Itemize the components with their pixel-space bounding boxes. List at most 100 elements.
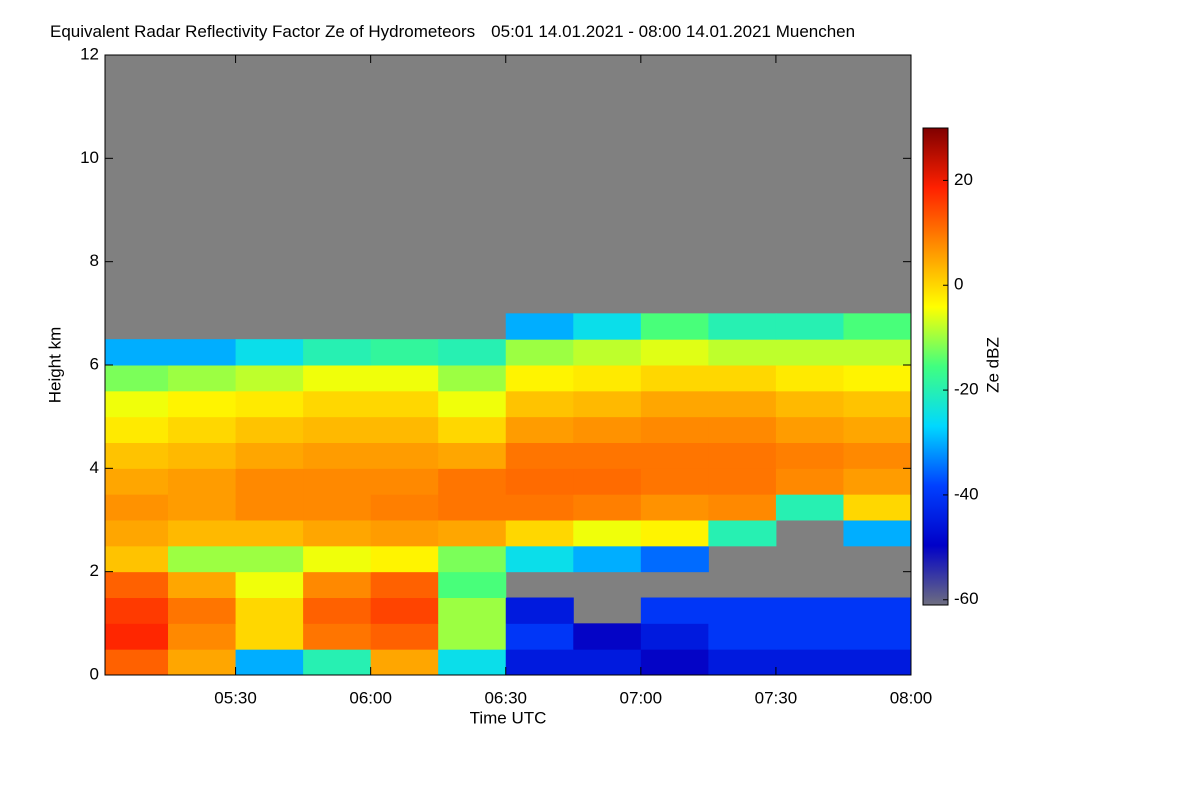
- heatmap-cell: [573, 545, 642, 573]
- heatmap-cell: [708, 442, 777, 469]
- heatmap-cell: [370, 545, 439, 573]
- heatmap-cell: [105, 494, 169, 521]
- heatmap-cell: [168, 365, 237, 392]
- heatmap-cell: [168, 390, 237, 418]
- chart-title: Equivalent Radar Reflectivity Factor Ze …: [50, 22, 475, 41]
- heatmap-cell: [105, 520, 169, 547]
- heatmap-cell: [235, 545, 304, 573]
- heatmap-cell: [640, 339, 709, 366]
- x-tick-label: 06:00: [349, 688, 392, 707]
- heatmap-cell: [438, 390, 507, 418]
- heatmap-cell: [105, 390, 169, 418]
- heatmap-cell: [303, 571, 372, 598]
- heatmap-cell: [843, 313, 911, 340]
- heatmap-cell: [235, 468, 304, 495]
- heatmap-cell: [303, 339, 372, 366]
- heatmap-cell: [105, 365, 169, 392]
- colorbar-tick-label: -40: [954, 484, 979, 503]
- heatmap-cell: [843, 597, 911, 624]
- x-tick-label: 07:00: [620, 688, 663, 707]
- heatmap-cell: [640, 623, 709, 650]
- heatmap-cell: [708, 390, 777, 418]
- y-tick-label: 4: [90, 458, 99, 477]
- y-tick-label: 6: [90, 354, 99, 373]
- heatmap-cell: [105, 623, 169, 650]
- y-tick-label: 12: [80, 44, 99, 63]
- heatmap-cell: [573, 313, 642, 340]
- x-tick-label: 05:30: [214, 688, 257, 707]
- heatmap-cell: [843, 365, 911, 392]
- heatmap-cell: [843, 649, 911, 675]
- heatmap-cell: [438, 416, 507, 443]
- heatmap-cell: [438, 339, 507, 366]
- heatmap-cell: [505, 365, 574, 392]
- heatmap-cell: [573, 623, 642, 650]
- heatmap-cell: [105, 571, 169, 598]
- heatmap-cell: [573, 649, 642, 675]
- heatmap-cell: [573, 365, 642, 392]
- heatmap-cell: [640, 597, 709, 624]
- heatmap-cell: [505, 649, 574, 675]
- heatmap-cell: [573, 390, 642, 418]
- heatmap-cell: [370, 468, 439, 495]
- heatmap-cell: [105, 545, 169, 573]
- colorbar-tick-label: 20: [954, 170, 973, 189]
- x-tick-label: 08:00: [890, 688, 933, 707]
- heatmap-cell: [505, 313, 574, 340]
- heatmap-cell: [168, 597, 237, 624]
- heatmap-cell: [303, 390, 372, 418]
- heatmap-cell: [370, 339, 439, 366]
- heatmap-cell: [708, 649, 777, 675]
- heatmap-cell: [505, 494, 574, 521]
- heatmap-cell: [168, 545, 237, 573]
- heatmap-cell: [640, 520, 709, 547]
- colorbar: [922, 127, 949, 606]
- heatmap-cell: [573, 416, 642, 443]
- heatmap-cell: [505, 545, 574, 573]
- colorbar-tick-label: -60: [954, 589, 979, 608]
- heatmap-cell: [640, 494, 709, 521]
- y-tick-label: 2: [90, 561, 99, 580]
- colorbar-tick-label: 0: [954, 275, 963, 294]
- heatmap-cell: [775, 468, 844, 495]
- heatmap-cell: [235, 571, 304, 598]
- heatmap-cell: [303, 623, 372, 650]
- heatmap-cell: [438, 597, 507, 624]
- heatmap-cell: [105, 339, 169, 366]
- heatmap-cell: [640, 468, 709, 495]
- heatmap-cell: [303, 545, 372, 573]
- heatmap-cell: [438, 468, 507, 495]
- heatmap-cell: [708, 365, 777, 392]
- y-tick-label: 0: [90, 664, 99, 683]
- heatmap-cell: [105, 597, 169, 624]
- heatmap-cell: [235, 390, 304, 418]
- heatmap-cell: [370, 365, 439, 392]
- heatmap-cell: [573, 494, 642, 521]
- colorbar-tick-label: -20: [954, 380, 979, 399]
- heatmap-cell: [168, 416, 237, 443]
- heatmap-cell: [640, 416, 709, 443]
- x-tick-label: 07:30: [755, 688, 798, 707]
- heatmap-cell: [303, 520, 372, 547]
- heatmap-cell: [843, 390, 911, 418]
- heatmap-cell: [640, 545, 709, 573]
- heatmap-cell: [573, 339, 642, 366]
- heatmap-cell: [708, 623, 777, 650]
- heatmap-cell: [370, 442, 439, 469]
- heatmap-cell: [168, 494, 237, 521]
- heatmap-cell: [775, 390, 844, 418]
- heatmap-cell: [235, 494, 304, 521]
- chart-subtitle: 05:01 14.01.2021 - 08:00 14.01.2021 Muen…: [491, 22, 855, 41]
- heatmap-cell: [708, 339, 777, 366]
- heatmap-cell: [775, 649, 844, 675]
- heatmap-cell: [708, 520, 777, 547]
- heatmap-cell: [640, 390, 709, 418]
- heatmap-cell: [775, 365, 844, 392]
- heatmap-cell: [303, 597, 372, 624]
- heatmap-cell: [505, 416, 574, 443]
- heatmap-cell: [640, 442, 709, 469]
- heatmap-cell: [505, 520, 574, 547]
- heatmap-cell: [708, 313, 777, 340]
- heatmap-cell: [708, 468, 777, 495]
